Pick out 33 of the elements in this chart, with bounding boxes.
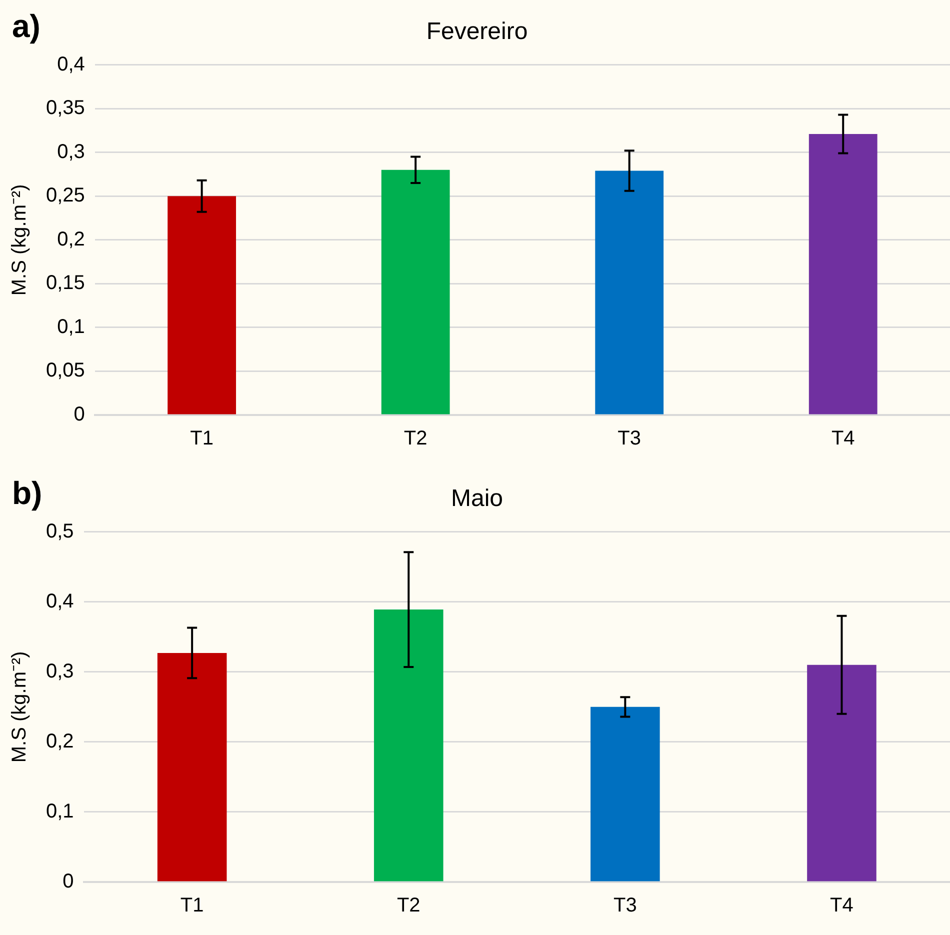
y-tick-label: 0,1 xyxy=(57,316,85,338)
bar xyxy=(807,664,876,882)
y-tick-label: 0,1 xyxy=(46,800,74,822)
y-tick-label: 0,05 xyxy=(46,360,85,382)
y-tick-label: 0,25 xyxy=(46,184,85,207)
y-tick-label: 0,4 xyxy=(57,53,85,76)
y-tick-label: 0,15 xyxy=(46,272,85,294)
x-tick-label: T2 xyxy=(404,428,428,450)
y-tick-label: 0,35 xyxy=(46,97,85,120)
chart-title: Maio xyxy=(450,485,504,512)
bar xyxy=(374,610,444,882)
bar xyxy=(590,706,660,882)
x-tick-label: T2 xyxy=(396,894,420,917)
y-tick-label: 0,2 xyxy=(46,730,74,752)
y-axis-title: M.S (kg.m⁻²) xyxy=(8,184,31,296)
y-tick-label: 0,2 xyxy=(57,228,85,250)
y-tick-label: 0,3 xyxy=(46,660,74,682)
x-tick-label: T4 xyxy=(831,428,855,450)
x-tick-label: T1 xyxy=(190,428,214,450)
y-tick-label: 0,5 xyxy=(46,520,74,542)
x-tick-label: T3 xyxy=(618,428,642,450)
text: a) xyxy=(12,8,40,44)
y-tick-label: 0 xyxy=(74,404,85,426)
x-tick-label: T1 xyxy=(180,894,204,917)
x-tick-label: T4 xyxy=(830,894,854,917)
y-tick-label: 0,3 xyxy=(57,140,85,163)
text: b) xyxy=(12,474,42,511)
bar xyxy=(157,652,227,882)
x-tick-label: T3 xyxy=(614,894,637,917)
y-tick-label: 0 xyxy=(62,870,74,893)
y-tick-label: 0,4 xyxy=(46,590,74,612)
chart-title: Fevereiro xyxy=(426,18,528,46)
y-axis-title: M.S (kg.m⁻²) xyxy=(8,651,31,763)
